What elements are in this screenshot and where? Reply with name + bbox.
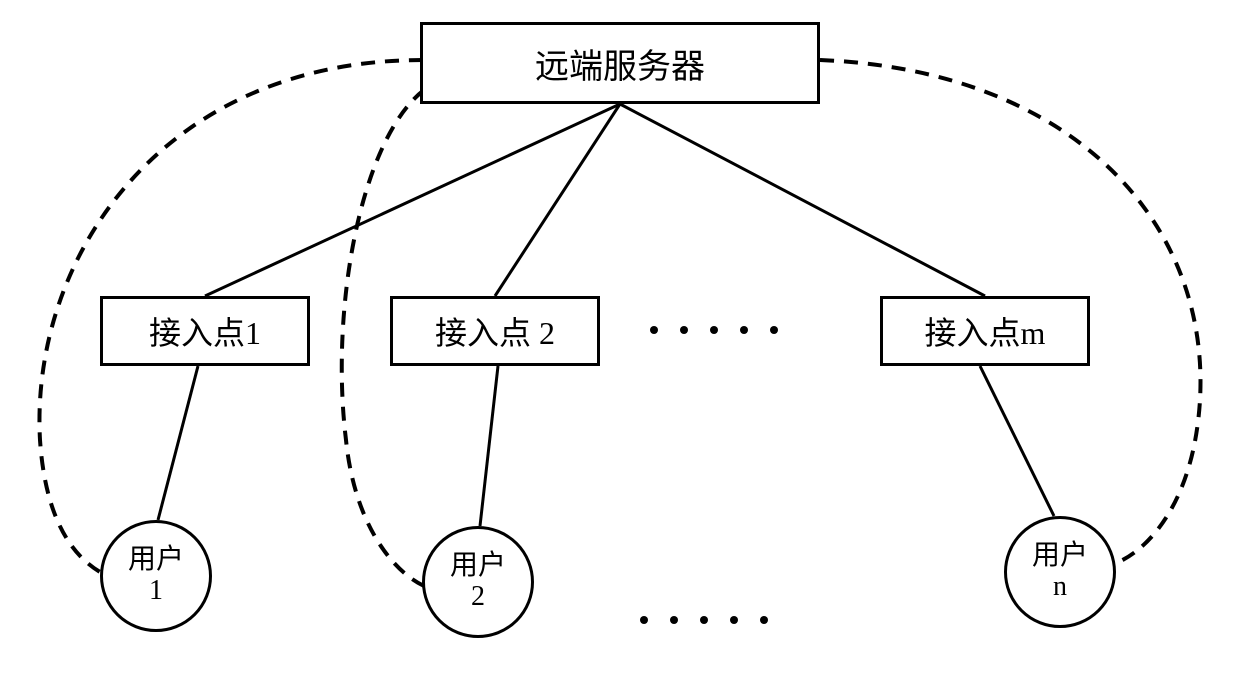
user-label-bot: n — [1053, 571, 1067, 602]
user-label-bot: 1 — [149, 575, 163, 606]
user-label: 用户 2 — [450, 551, 506, 613]
user-label: 用户 1 — [128, 545, 184, 607]
ellipsis-dots-bottom — [640, 616, 768, 624]
ellipsis-dot — [640, 616, 648, 624]
ellipsis-dot — [680, 326, 688, 334]
ellipsis-dot — [770, 326, 778, 334]
access-point-label: 接入点 2 — [435, 308, 555, 354]
user-node-2: 用户 2 — [422, 526, 534, 638]
user-label-top: 用户 — [128, 544, 184, 575]
ellipsis-dot — [700, 616, 708, 624]
server-label: 远端服务器 — [535, 39, 705, 88]
access-point-node-2: 接入点 2 — [390, 296, 600, 366]
server-node: 远端服务器 — [420, 22, 820, 104]
user-node-1: 用户 1 — [100, 520, 212, 632]
solid-edge — [158, 366, 198, 520]
ellipsis-dot — [730, 616, 738, 624]
access-point-node-1: 接入点1 — [100, 296, 310, 366]
user-node-n: 用户 n — [1004, 516, 1116, 628]
access-point-label: 接入点1 — [149, 308, 261, 354]
access-point-label: 接入点m — [925, 308, 1046, 354]
solid-edge — [620, 104, 985, 296]
diagram-canvas: 远端服务器 接入点1 接入点 2 接入点m 用户 1 用户 2 用户 n — [0, 0, 1240, 681]
ellipsis-dots-mid — [650, 326, 778, 334]
solid-edge — [205, 104, 620, 296]
solid-edge — [480, 366, 498, 526]
ellipsis-dot — [650, 326, 658, 334]
user-label-top: 用户 — [450, 550, 506, 581]
solid-edge — [495, 104, 620, 296]
user-label: 用户 n — [1032, 541, 1088, 603]
access-point-node-m: 接入点m — [880, 296, 1090, 366]
solid-edge — [980, 366, 1054, 516]
ellipsis-dot — [710, 326, 718, 334]
ellipsis-dot — [740, 326, 748, 334]
user-label-top: 用户 — [1032, 540, 1088, 571]
ellipsis-dot — [760, 616, 768, 624]
ellipsis-dot — [670, 616, 678, 624]
user-label-bot: 2 — [471, 581, 485, 612]
